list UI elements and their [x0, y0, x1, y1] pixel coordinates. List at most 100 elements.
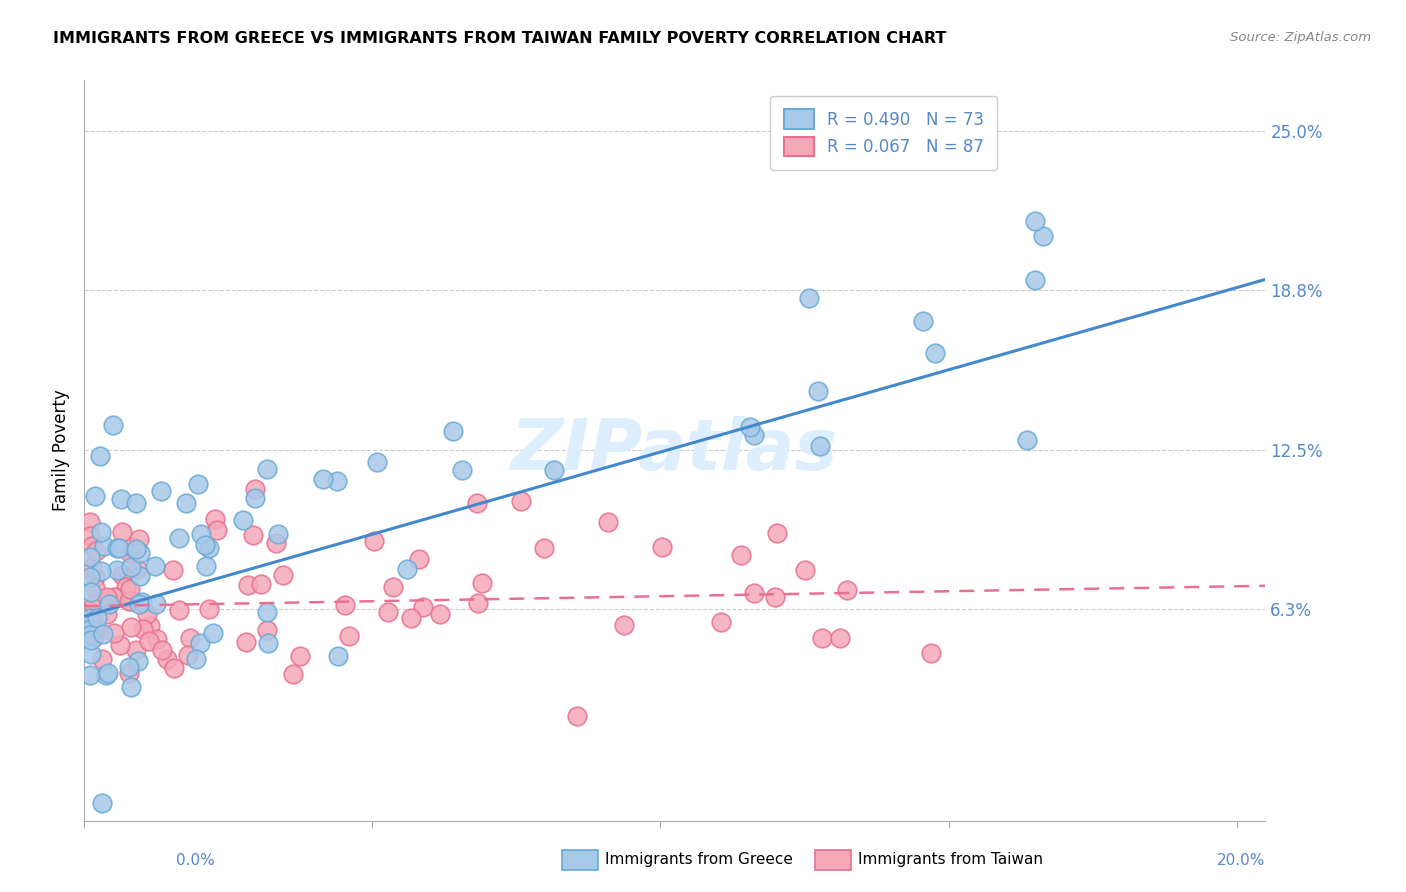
- Point: [312, 472, 335, 486]
- Point: [381, 580, 404, 594]
- Point: [325, 475, 347, 489]
- Point: [441, 424, 464, 438]
- Point: [710, 615, 733, 629]
- Point: [730, 548, 752, 562]
- Point: [232, 513, 254, 527]
- Point: [187, 476, 209, 491]
- Point: [651, 540, 673, 554]
- Point: [399, 611, 422, 625]
- Text: 20.0%: 20.0%: [1218, 854, 1265, 868]
- Point: [79, 529, 101, 543]
- Point: [250, 577, 273, 591]
- Point: [90, 652, 112, 666]
- Point: [243, 483, 266, 497]
- Point: [169, 532, 191, 546]
- Point: [1032, 229, 1054, 244]
- Point: [129, 569, 152, 583]
- Point: [198, 601, 221, 615]
- Point: [145, 597, 167, 611]
- Point: [128, 532, 150, 546]
- Point: [79, 516, 101, 530]
- Point: [1024, 273, 1046, 287]
- Point: [510, 494, 533, 508]
- Point: [97, 597, 120, 611]
- Point: [811, 632, 834, 646]
- Point: [118, 594, 141, 608]
- Point: [190, 636, 212, 650]
- Point: [256, 605, 278, 619]
- Point: [121, 540, 143, 554]
- Point: [79, 668, 101, 682]
- Point: [194, 538, 217, 552]
- Point: [138, 634, 160, 648]
- Point: [190, 527, 212, 541]
- Point: [83, 621, 105, 635]
- Point: [281, 666, 304, 681]
- Point: [111, 525, 134, 540]
- Point: [143, 559, 166, 574]
- Point: [174, 495, 197, 509]
- Point: [920, 646, 942, 660]
- Point: [101, 417, 124, 432]
- Point: [162, 563, 184, 577]
- Point: [79, 550, 101, 565]
- Point: [129, 546, 152, 560]
- Point: [136, 607, 159, 621]
- Point: [797, 291, 820, 305]
- Point: [105, 563, 128, 577]
- Point: [565, 708, 588, 723]
- Point: [79, 570, 101, 584]
- Point: [596, 515, 619, 529]
- Point: [125, 495, 148, 509]
- Point: [80, 585, 103, 599]
- Point: [108, 541, 131, 555]
- Text: 0.0%: 0.0%: [176, 854, 215, 868]
- Point: [139, 619, 162, 633]
- Point: [471, 576, 494, 591]
- Point: [94, 667, 117, 681]
- Point: [807, 384, 830, 399]
- Point: [1017, 433, 1039, 447]
- Point: [97, 665, 120, 680]
- Legend: R = 0.490   N = 73, R = 0.067   N = 87: R = 0.490 N = 73, R = 0.067 N = 87: [770, 96, 997, 169]
- Point: [84, 582, 107, 596]
- Point: [333, 598, 356, 612]
- Point: [467, 596, 489, 610]
- Point: [108, 638, 131, 652]
- Point: [257, 635, 280, 649]
- Point: [543, 463, 565, 477]
- Point: [132, 622, 155, 636]
- Text: Immigrants from Greece: Immigrants from Greece: [605, 853, 793, 867]
- Point: [288, 648, 311, 663]
- Point: [794, 563, 817, 577]
- Point: [408, 551, 430, 566]
- Text: ZIPatlas: ZIPatlas: [512, 416, 838, 485]
- Point: [120, 560, 142, 574]
- Point: [204, 512, 226, 526]
- Point: [924, 346, 946, 360]
- Y-axis label: Family Poverty: Family Poverty: [52, 390, 70, 511]
- Point: [451, 463, 474, 477]
- Point: [256, 624, 278, 638]
- Point: [828, 632, 851, 646]
- Point: [96, 591, 118, 605]
- Point: [835, 583, 858, 598]
- Point: [96, 607, 118, 621]
- Point: [93, 539, 115, 553]
- Point: [104, 590, 127, 604]
- Point: [120, 620, 142, 634]
- Point: [207, 524, 229, 538]
- Point: [267, 527, 290, 541]
- Point: [256, 462, 278, 476]
- Point: [177, 648, 200, 662]
- Point: [810, 439, 832, 453]
- Point: [124, 643, 146, 657]
- Point: [125, 562, 148, 576]
- Point: [202, 626, 225, 640]
- Point: [533, 541, 555, 556]
- Point: [128, 597, 150, 611]
- Point: [377, 605, 399, 619]
- Point: [103, 625, 125, 640]
- Point: [90, 796, 112, 810]
- Point: [127, 654, 149, 668]
